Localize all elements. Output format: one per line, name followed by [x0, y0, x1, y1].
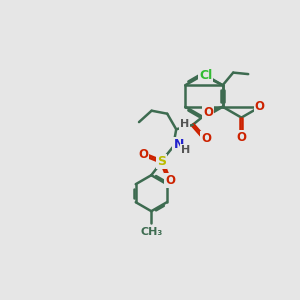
Text: O: O	[236, 131, 246, 144]
Text: O: O	[165, 174, 175, 187]
Text: O: O	[203, 106, 213, 119]
Text: O: O	[201, 132, 211, 145]
Text: Cl: Cl	[199, 69, 212, 82]
Text: H: H	[180, 119, 189, 129]
Text: O: O	[138, 148, 148, 161]
Text: N: N	[173, 138, 184, 151]
Text: H: H	[181, 145, 190, 155]
Text: CH₃: CH₃	[140, 227, 162, 237]
Text: O: O	[254, 100, 265, 113]
Text: S: S	[157, 155, 166, 168]
